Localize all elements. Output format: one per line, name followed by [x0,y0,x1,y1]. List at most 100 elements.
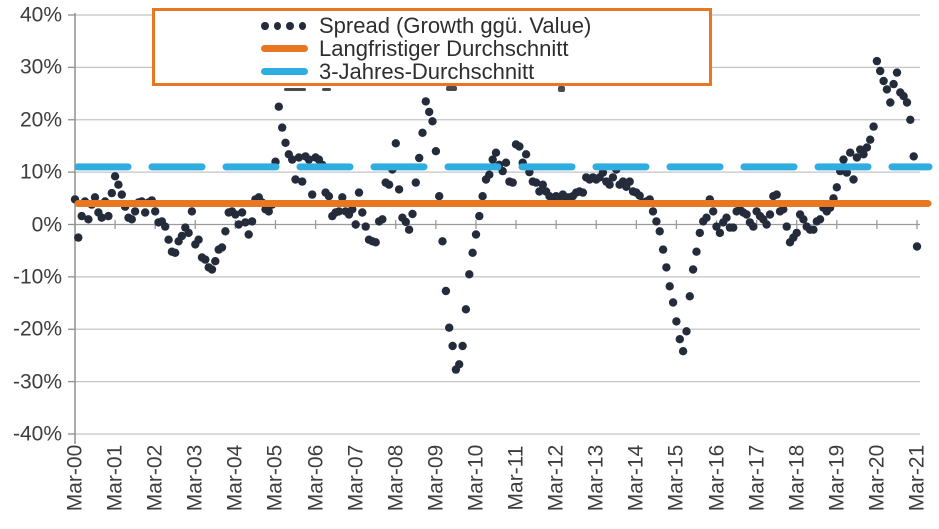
data-point [886,98,895,107]
data-point [852,153,862,162]
legend-label-spread: Spread (Growth ggü. Value) [319,12,592,38]
data-point [678,347,688,356]
x-axis-tick-label: Mar-13 [584,444,608,512]
dashed-line-marker-icon [261,68,311,75]
data-point [876,66,885,76]
legend-label-long-term-avg: Langfristiger Durchschnitt [319,35,569,61]
data-point [625,177,634,186]
data-point [912,242,922,251]
x-axis-tick-label: Mar-05 [263,444,287,512]
data-point [428,117,437,126]
data-point [849,175,858,184]
data-point [394,185,404,194]
data-point [455,360,464,369]
data-point [104,211,113,221]
data-point [675,335,684,344]
data-point [608,173,618,182]
legend-item-spread: Spread (Growth ggü. Value) [261,12,709,38]
data-point [521,150,531,159]
data-point [899,92,908,101]
data-point [892,68,902,77]
data-point [361,222,370,231]
data-point [475,211,484,221]
data-point [869,122,878,131]
x-axis-tick-label: Mar-20 [865,444,889,512]
data-point [468,248,477,257]
x-axis-tick-label: Mar-04 [223,444,247,512]
data-point [244,230,253,239]
data-point [431,147,441,156]
x-axis-tick-label: Mar-10 [464,444,488,512]
x-axis-tick-label: Mar-00 [63,444,87,512]
data-point [809,225,818,234]
data-point [294,153,304,162]
data-point [298,177,307,186]
data-point [141,208,150,217]
x-axis-tick-label: Mar-15 [664,444,688,512]
data-point [531,178,541,187]
data-point [635,191,644,200]
data-point [779,205,788,214]
data-point [161,222,170,231]
data-point [415,153,424,163]
data-point [378,215,387,224]
data-point [879,76,888,86]
x-axis-tick-label: Mar-11 [504,445,528,511]
data-point [241,218,250,227]
data-point [338,193,347,202]
data-point [274,102,283,111]
data-point [478,192,487,201]
data-point [862,143,872,152]
x-axis-tick-label: Mar-14 [624,444,648,512]
data-point [384,180,394,189]
data-point [281,138,290,147]
data-point [107,188,117,198]
data-point [906,115,915,125]
data-point [90,193,100,202]
data-point [538,180,547,189]
data-point [709,207,718,216]
data-point [501,158,511,167]
x-axis-tick-label: Mar-19 [825,444,849,512]
data-point [164,235,173,244]
data-point [882,85,892,94]
data-point [171,248,180,257]
data-point [772,190,781,199]
y-axis-tick-label: -30% [12,370,62,394]
data-point [598,168,608,177]
data-point [334,207,344,216]
data-point [749,222,758,231]
x-axis-tick-label: Mar-07 [344,444,368,512]
data-point [485,170,494,179]
data-point [458,341,467,351]
data-point [846,148,855,157]
clipped-legend-text-remnant [446,86,457,91]
data-point [237,208,247,217]
data-point [84,215,93,224]
solid-line-marker-icon [261,45,311,52]
y-axis-tick-label: 20% [19,108,62,132]
data-point [815,215,825,224]
data-point [221,227,230,236]
data-point [729,223,738,232]
y-axis-tick-label: -20% [12,317,62,341]
data-point [74,233,83,242]
data-point [605,180,614,189]
data-point [177,231,187,241]
data-point [354,188,364,197]
data-point [425,107,434,117]
x-axis-tick-label: Mar-08 [384,444,408,512]
data-point [799,215,808,224]
data-point [889,79,898,89]
y-axis-tick-label: 40% [19,3,62,27]
data-point [491,148,501,157]
data-point [201,255,210,264]
data-point [114,180,123,189]
data-point [194,235,203,244]
data-point [371,238,380,247]
data-point [578,188,588,197]
data-point [662,263,671,272]
data-point [688,265,698,274]
clipped-legend-text-remnant [322,88,331,91]
